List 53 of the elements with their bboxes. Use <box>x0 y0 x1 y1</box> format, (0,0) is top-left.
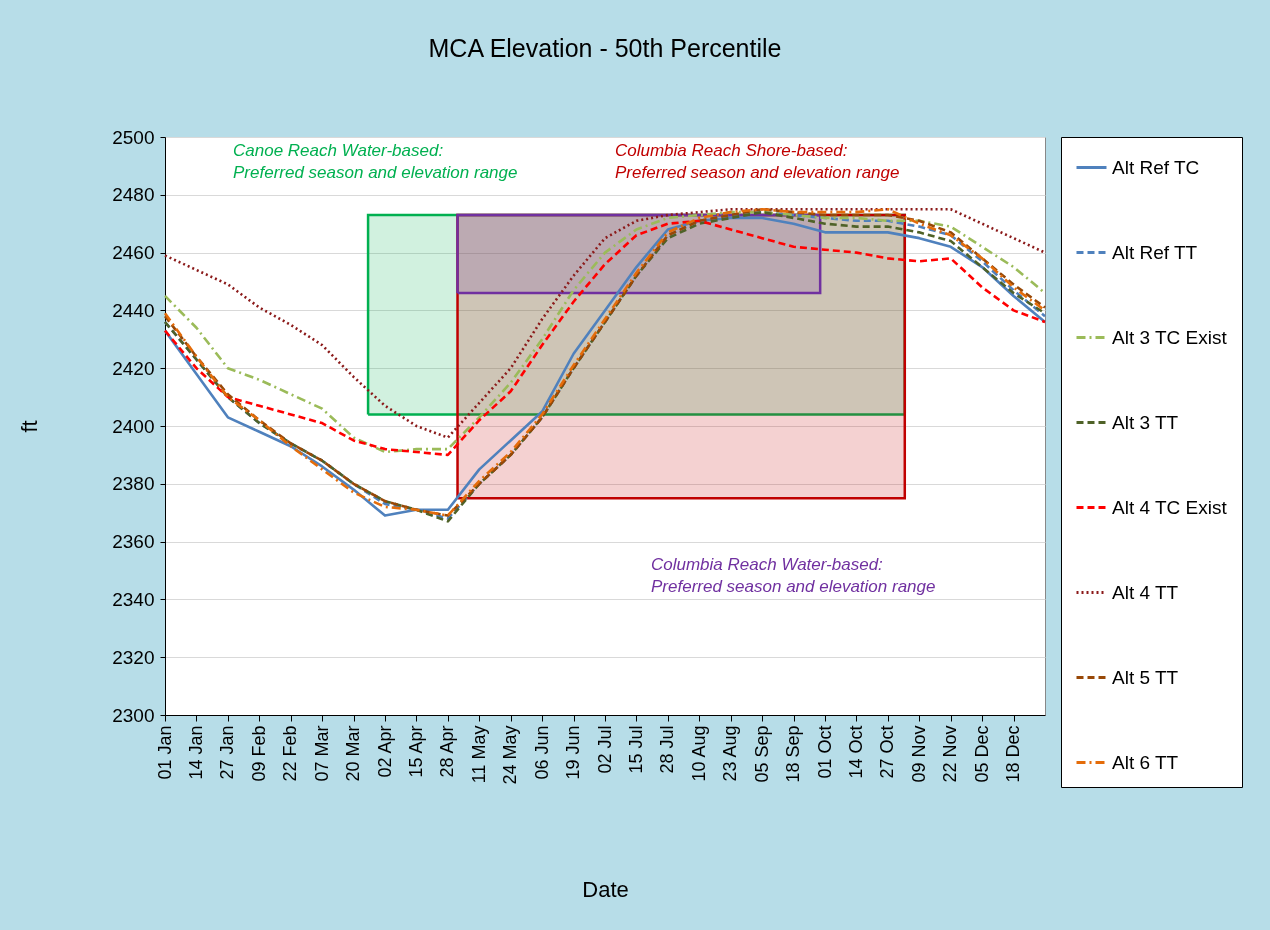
y-tick-label: 2500 <box>112 126 155 148</box>
x-tick-label: 18 Sep <box>783 725 804 783</box>
legend-label: Alt 4 TT <box>1112 581 1179 603</box>
y-tick-label: 2420 <box>112 357 155 379</box>
x-tick-label: 02 Apr <box>374 725 395 778</box>
x-tick-label: 22 Feb <box>280 725 301 782</box>
legend-label: Alt Ref TT <box>1112 241 1198 263</box>
legend-label: Alt 6 TT <box>1112 751 1179 773</box>
legend-label: Alt 3 TC Exist <box>1112 326 1228 348</box>
x-tick-label: 01 Jan <box>154 725 175 780</box>
y-axis-title: ft <box>17 420 43 433</box>
legend-label: Alt 4 TC Exist <box>1112 496 1228 518</box>
x-tick-label: 09 Feb <box>248 725 269 782</box>
x-tick-label: 23 Aug <box>720 725 741 782</box>
x-tick-label: 11 May <box>468 725 489 784</box>
x-tick-label: 15 Jul <box>625 725 646 774</box>
x-tick-label: 20 Mar <box>343 725 364 782</box>
legend-label: Alt Ref TC <box>1112 156 1200 178</box>
y-tick-label: 2480 <box>112 184 155 206</box>
x-tick-label: 10 Aug <box>688 725 709 782</box>
legend-label: Alt 5 TT <box>1112 666 1179 688</box>
x-tick-label: 27 Jan <box>217 725 238 780</box>
x-tick-label: 24 May <box>500 725 521 785</box>
x-tick-label: 06 Jun <box>531 725 552 780</box>
legend-label: Alt 3 TT <box>1112 411 1179 433</box>
x-tick-label: 02 Jul <box>594 725 615 774</box>
x-tick-label: 01 Oct <box>814 725 835 779</box>
y-tick-label: 2340 <box>112 588 155 610</box>
y-tick-label: 2320 <box>112 646 155 668</box>
x-axis-title: Date <box>582 876 629 902</box>
x-tick-label: 15 Apr <box>405 725 426 778</box>
x-tick-label: 09 Nov <box>908 725 929 783</box>
x-tick-label: 05 Dec <box>971 725 992 783</box>
x-tick-label: 18 Dec <box>1003 725 1024 783</box>
x-tick-label: 28 Apr <box>437 725 458 778</box>
y-tick-label: 2400 <box>112 415 155 437</box>
x-tick-label: 28 Jul <box>657 725 678 774</box>
x-tick-label: 27 Oct <box>877 725 898 779</box>
y-tick-label: 2380 <box>112 473 155 495</box>
x-tick-label: 19 Jun <box>563 725 584 780</box>
x-tick-label: 14 Jan <box>185 725 206 780</box>
annotation: Columbia Reach Shore-based: Preferred season and elevation range <box>615 141 900 182</box>
y-tick-label: 2360 <box>112 531 155 553</box>
x-tick-label: 05 Sep <box>751 725 772 783</box>
chart-title: MCA Elevation - 50th Percentile <box>428 34 782 62</box>
annotation: Canoe Reach Water-based: Preferred season and elevation range <box>233 141 518 182</box>
y-tick-label: 2460 <box>112 242 155 264</box>
annotation: Columbia Reach Water-based: Preferred season and elevation range <box>651 555 936 596</box>
x-tick-label: 07 Mar <box>311 725 332 782</box>
x-tick-label: 22 Nov <box>940 725 961 783</box>
y-tick-label: 2440 <box>112 299 155 321</box>
x-tick-label: 14 Oct <box>845 725 866 779</box>
y-tick-label: 2300 <box>112 704 155 726</box>
